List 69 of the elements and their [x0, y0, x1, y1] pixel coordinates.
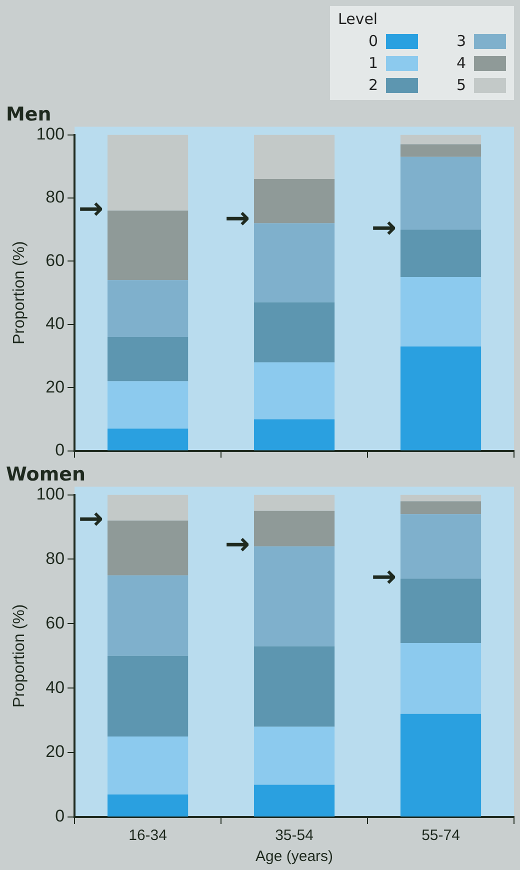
- bar: [400, 277, 482, 347]
- x-tick-label: 16-34: [128, 827, 167, 844]
- y-tick-label: 0: [55, 806, 65, 826]
- x-axis-title: Age (years): [256, 848, 334, 866]
- bar: [400, 714, 482, 816]
- bar: [254, 546, 335, 646]
- legend-label: 4: [456, 54, 466, 72]
- y-tick-label: 40: [46, 678, 65, 697]
- bar: [108, 428, 188, 450]
- y-tick-label: 0: [55, 440, 65, 460]
- bar: [108, 280, 188, 338]
- bar: [108, 656, 188, 736]
- legend-label: 2: [368, 76, 378, 94]
- annotation: →: [224, 200, 250, 236]
- x-tick-label: 55-74: [422, 827, 460, 844]
- bar: [254, 494, 335, 511]
- bar: [254, 726, 335, 785]
- legend-label: 5: [456, 76, 466, 94]
- bar: [108, 210, 188, 280]
- bar: [108, 794, 188, 816]
- chart-title: Men: [6, 103, 52, 126]
- bar: [108, 381, 188, 429]
- y-tick-label: 40: [46, 314, 65, 334]
- bar: [400, 501, 482, 514]
- y-axis-title: Proportion (%): [11, 604, 28, 708]
- y-tick-label: 60: [46, 613, 65, 632]
- y-tick-label: 100: [36, 484, 65, 504]
- legend-label: 1: [368, 54, 378, 72]
- bar: [400, 144, 482, 157]
- bar: [400, 346, 482, 450]
- bar: [108, 520, 188, 576]
- annotation: →: [371, 210, 396, 246]
- x-tick-label: 35-54: [275, 827, 314, 844]
- bar: [400, 514, 482, 579]
- y-tick-label: 100: [36, 124, 65, 144]
- bar: [400, 134, 482, 144]
- y-tick-label: 80: [46, 188, 65, 207]
- chart-title: Women: [6, 463, 86, 486]
- y-tick-label: 20: [46, 377, 65, 396]
- legend-label: 3: [456, 32, 466, 50]
- bar: [108, 736, 188, 794]
- bar: [254, 179, 335, 224]
- legend-label: 0: [368, 32, 378, 50]
- y-tick-label: 80: [46, 548, 65, 568]
- bar: [254, 510, 335, 546]
- bar: [400, 494, 482, 502]
- annotation: →: [78, 191, 104, 226]
- bar: [254, 134, 335, 180]
- bar: [400, 230, 482, 277]
- bar: [400, 578, 482, 644]
- bar: [254, 302, 335, 362]
- annotation: →: [78, 501, 104, 536]
- y-tick-label: 20: [46, 742, 65, 762]
- bar: [108, 337, 188, 382]
- y-axis-title: Proportion (%): [11, 241, 28, 344]
- annotation: →: [371, 559, 396, 594]
- bar: [108, 134, 188, 211]
- bar: [400, 643, 482, 714]
- bar: [400, 156, 482, 230]
- y-tick-label: 60: [46, 250, 65, 270]
- bar: [254, 784, 335, 816]
- legend-title: Level: [338, 10, 379, 28]
- bar: [254, 646, 335, 727]
- bar: [108, 494, 188, 521]
- annotation: →: [224, 527, 250, 562]
- bar: [108, 575, 188, 656]
- bar: [254, 362, 335, 420]
- bar: [254, 419, 335, 450]
- bar: [254, 223, 335, 302]
